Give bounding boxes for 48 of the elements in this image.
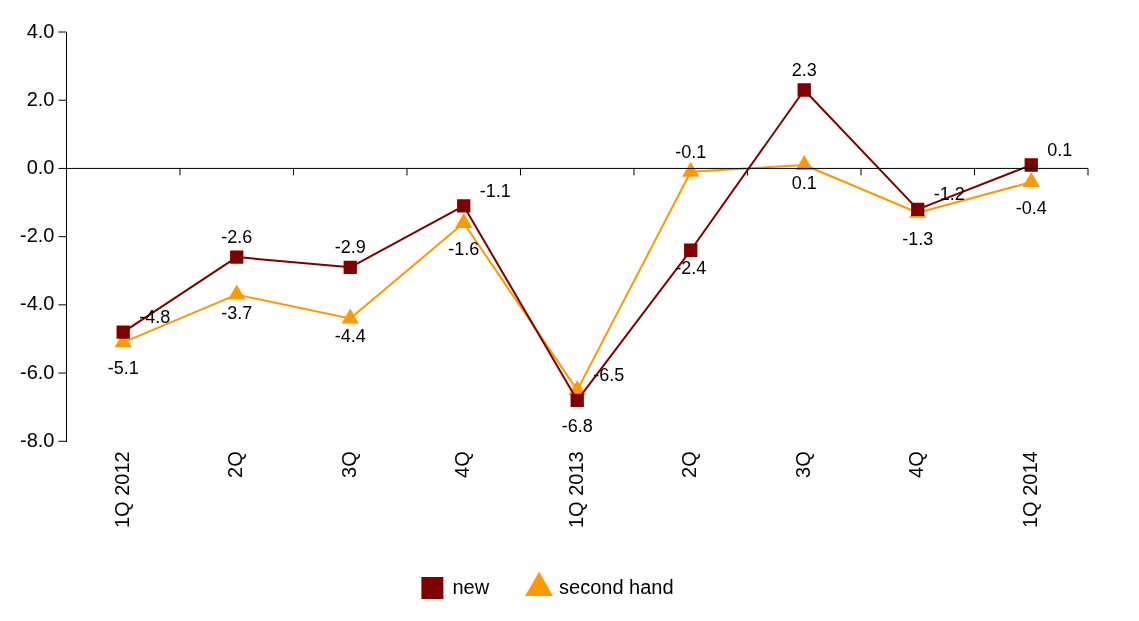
data-label: -2.6 bbox=[221, 227, 253, 248]
point bbox=[457, 199, 471, 213]
point bbox=[230, 250, 244, 264]
x-tick-label: 2Q bbox=[678, 451, 701, 478]
y-tick-label: -4.0 bbox=[19, 292, 55, 315]
data-label: -5.1 bbox=[107, 358, 139, 379]
point bbox=[455, 213, 472, 228]
data-label: -1.1 bbox=[479, 180, 511, 201]
data-label: -2.4 bbox=[675, 258, 707, 279]
point bbox=[342, 309, 359, 324]
point bbox=[684, 243, 698, 257]
x-tick-label: 2Q bbox=[224, 451, 247, 478]
data-label: -6.5 bbox=[593, 365, 625, 386]
data-label: -1.6 bbox=[448, 238, 480, 259]
data-label: 0.1 bbox=[791, 172, 817, 193]
point bbox=[228, 285, 245, 300]
point bbox=[1024, 158, 1038, 172]
point bbox=[682, 162, 699, 177]
data-label: -6.8 bbox=[561, 416, 593, 437]
data-label: -0.1 bbox=[675, 141, 707, 162]
point bbox=[343, 260, 357, 274]
x-tick-label: 4Q bbox=[451, 451, 474, 478]
point bbox=[796, 156, 813, 171]
point bbox=[116, 325, 130, 339]
x-tick-label: 1Q 2013 bbox=[564, 451, 587, 529]
data-label: -3.7 bbox=[221, 302, 253, 323]
point bbox=[797, 83, 811, 97]
point bbox=[570, 393, 584, 407]
data-label: -0.4 bbox=[1015, 198, 1047, 219]
data-label: -1.3 bbox=[902, 228, 934, 249]
x-tick-label: 1Q 2012 bbox=[110, 451, 133, 529]
y-tick-label: 0.0 bbox=[26, 155, 55, 178]
y-tick-label: -6.0 bbox=[19, 360, 55, 383]
x-tick-label: 3Q bbox=[337, 451, 360, 478]
data-label: -4.4 bbox=[334, 326, 366, 347]
point bbox=[1023, 173, 1040, 188]
y-tick-label: 4.0 bbox=[26, 19, 55, 42]
y-tick-label: -8.0 bbox=[19, 428, 55, 451]
data-label: 0.1 bbox=[1047, 139, 1073, 160]
legend-label: second hand bbox=[559, 575, 674, 598]
data-label: 2.3 bbox=[791, 59, 817, 80]
y-tick-label: -2.0 bbox=[19, 224, 55, 247]
x-tick-label: 4Q bbox=[905, 451, 928, 478]
y-tick-label: 2.0 bbox=[26, 87, 55, 110]
x-tick-label: 3Q bbox=[791, 451, 814, 478]
data-label: -2.9 bbox=[334, 237, 366, 258]
x-tick-label: 1Q 2014 bbox=[1018, 451, 1041, 529]
legend-label: new bbox=[452, 575, 490, 598]
